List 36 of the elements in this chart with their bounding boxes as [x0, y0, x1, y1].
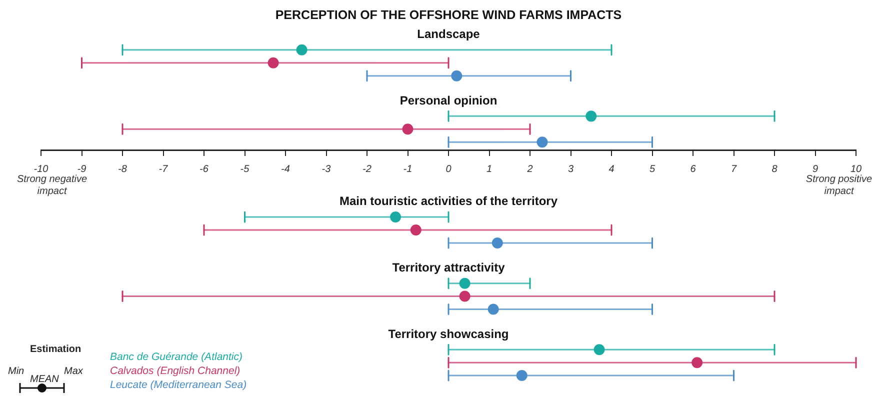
y-tick-label: Landscape	[417, 27, 480, 42]
x-tick-label: -9	[77, 164, 87, 175]
annotation: Estimation	[30, 344, 82, 355]
x-tick-label: -1	[403, 164, 412, 175]
x-tick-label: 9	[812, 164, 818, 175]
annotation: Max	[64, 366, 83, 377]
y-tick-label: Main touristic activities of the territory	[339, 194, 558, 208]
x-tick-label: 8	[772, 164, 778, 175]
y-tick-label: Personal opinion	[400, 93, 498, 108]
x-tick-label: 10	[850, 164, 862, 175]
annotation: Strong positive impact	[806, 174, 873, 197]
x-tick-label: 1	[486, 164, 492, 175]
y-tick-label: Territory attractivity	[392, 260, 506, 275]
x-tick-label: -2	[362, 164, 372, 175]
x-tick-label: 3	[568, 164, 574, 175]
x-tick-label: 6	[690, 164, 696, 175]
x-tick-label: -7	[158, 164, 168, 175]
x-tick-label: -5	[240, 164, 250, 175]
x-tick-label: -10	[34, 164, 49, 175]
x-tick-label: 2	[526, 164, 534, 175]
chart-title: PERCEPTION OF THE OFFSHORE WIND FARMS IMPACTS	[275, 8, 622, 22]
x-tick-label: -8	[118, 164, 128, 175]
annotation: MEAN	[30, 374, 59, 385]
x-tick-label: 5	[649, 164, 656, 175]
annotation: Strong negative impact	[16, 174, 88, 197]
text: Min	[8, 366, 24, 377]
y-tick-label: Territory showcasing	[388, 326, 509, 341]
x-tick-label: 7	[730, 164, 737, 175]
text: Banc de Guérande (Atlantic)	[110, 350, 242, 363]
x-tick-label: 0	[446, 164, 452, 175]
text: Calvados (English Channel)	[110, 364, 240, 377]
x-tick-label: -6	[200, 164, 209, 175]
x-tick-label: -4	[281, 164, 290, 175]
x-tick-label: -3	[322, 164, 332, 175]
x-tick-label: 4	[608, 164, 615, 175]
text: Leucate (Mediterranean Sea)	[110, 378, 247, 391]
